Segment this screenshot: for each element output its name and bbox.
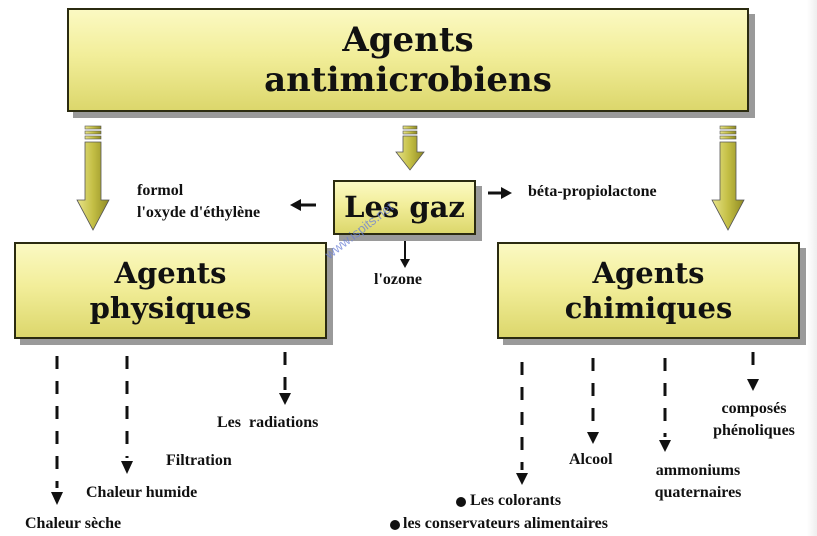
bullet-conservateurs (390, 520, 400, 530)
ammoniums-line2: quaternaires (654, 483, 742, 501)
main-title-line1: Agents (342, 19, 474, 60)
chemical-title-line1: Agents (592, 256, 705, 291)
gas-title: Les gaz (344, 190, 465, 225)
chemical-item-alcool: Alcool (569, 451, 613, 468)
chemical-item-phenoliques: composés phénoliques (700, 398, 808, 441)
physical-agents-box: Agents physiques (14, 242, 327, 339)
right-edge-shade (807, 0, 817, 536)
gas-item-ozone: l'ozone (374, 271, 422, 288)
gas-item-oxyde: l'oxyde d'éthylène (137, 203, 261, 221)
physical-title-line2: physiques (89, 290, 252, 325)
gas-item-formol: formol (137, 182, 184, 199)
gas-box: Les gaz (333, 180, 476, 235)
main-title-line2: antimicrobiens (264, 60, 552, 100)
physical-item-radiations: Les radiations (217, 414, 319, 431)
chemical-item-conservateurs: les conservateurs alimentaires (403, 515, 608, 532)
gas-left-labels: formol l'oxyde d'éthylène (137, 180, 260, 223)
arrow-to-physical (76, 125, 110, 231)
physical-dashed-arrows (51, 352, 291, 505)
phenoliques-line2: phénoliques (713, 421, 795, 439)
chemical-item-ammoniums: ammoniums quaternaires (640, 460, 756, 503)
physical-title-line1: Agents (114, 256, 227, 291)
ammoniums-line1: ammoniums (655, 462, 741, 479)
main-title-box: Agents antimicrobiens (67, 8, 749, 112)
chemical-title-line2: chimiques (564, 290, 733, 325)
chemical-item-colorants: Les colorants (470, 492, 562, 509)
physical-item-chaleur-seche: Chaleur sèche (25, 515, 122, 532)
gas-item-propiolactone: béta-propiolactone (528, 183, 657, 200)
bullet-colorants (456, 497, 466, 507)
chemical-dashed-arrows (516, 352, 759, 485)
phenoliques-line1: composés (721, 400, 787, 417)
arrow-to-gas (395, 125, 425, 171)
chemical-agents-box: Agents chimiques (497, 242, 800, 339)
arrow-to-chemical (711, 125, 745, 231)
gas-arrows (290, 187, 512, 268)
physical-item-chaleur-humide: Chaleur humide (86, 484, 198, 501)
physical-item-filtration: Filtration (166, 452, 232, 469)
